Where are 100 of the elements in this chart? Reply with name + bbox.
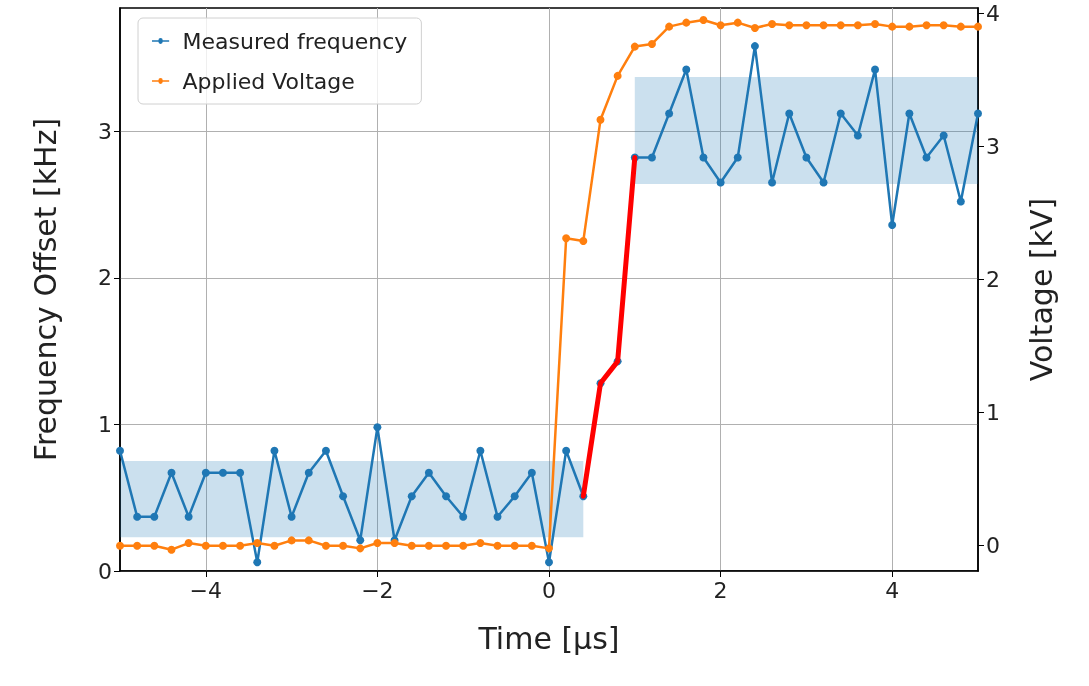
point: [974, 109, 982, 118]
point: [459, 512, 468, 521]
point: [236, 468, 245, 477]
point: [613, 71, 622, 80]
point: [287, 512, 296, 521]
point: [321, 541, 330, 550]
point: [321, 446, 330, 455]
point: [819, 178, 828, 187]
y2-tick-label: 3: [986, 133, 1000, 159]
point: [956, 197, 965, 206]
point: [442, 541, 451, 550]
point: [510, 541, 519, 550]
point: [768, 19, 777, 28]
point: [974, 22, 982, 31]
point: [939, 131, 948, 140]
point: [133, 541, 142, 550]
point: [871, 19, 880, 28]
point: [270, 541, 279, 550]
point: [424, 468, 433, 477]
point: [236, 541, 245, 550]
point: [545, 558, 553, 567]
y2-tick-label: 4: [986, 0, 1000, 26]
point: [888, 220, 897, 229]
point: [888, 22, 897, 31]
point: [184, 539, 193, 548]
point: [922, 153, 931, 162]
point: [201, 468, 210, 477]
point: [630, 42, 639, 51]
point: [733, 153, 742, 162]
legend-label: Applied Voltage: [182, 68, 355, 94]
point: [270, 446, 279, 455]
point: [476, 446, 485, 455]
point: [218, 541, 227, 550]
point: [836, 21, 845, 30]
point: [733, 18, 742, 27]
point: [785, 109, 794, 118]
point: [304, 468, 313, 477]
point: [304, 536, 313, 545]
x-tick-label: −2: [361, 577, 394, 603]
y-tick-label: 1: [98, 411, 112, 437]
point: [785, 21, 794, 30]
x-tick-label: 2: [713, 577, 728, 603]
point: [201, 541, 210, 550]
point: [716, 178, 725, 187]
point: [871, 65, 880, 74]
point: [939, 21, 948, 30]
y2-axis-title: Voltage [kV]: [1023, 197, 1059, 382]
point: [750, 23, 759, 32]
point: [339, 541, 348, 550]
y2-tick-label: 2: [986, 267, 1000, 293]
point: [493, 512, 502, 521]
point: [184, 512, 193, 521]
x-tick-label: 4: [885, 577, 900, 603]
point: [853, 131, 862, 140]
point: [442, 492, 451, 501]
y2-tick-label: 0: [986, 533, 1000, 559]
point: [750, 42, 759, 51]
point: [802, 21, 811, 30]
y-tick-label: 2: [98, 265, 112, 291]
point: [373, 423, 382, 432]
point: [527, 468, 536, 477]
point: [562, 234, 571, 243]
point: [647, 153, 656, 162]
point: [356, 544, 365, 553]
point: [459, 541, 468, 550]
point: [218, 468, 227, 477]
point: [167, 468, 176, 477]
point: [665, 22, 674, 31]
point: [647, 39, 656, 48]
y-axis-title: Frequency Offset [kHz]: [27, 117, 63, 462]
point: [407, 492, 416, 501]
point: [699, 153, 708, 162]
point: [116, 446, 124, 455]
point: [493, 541, 502, 550]
point: [922, 21, 931, 30]
point: [956, 22, 965, 31]
point: [682, 65, 691, 74]
point: [802, 153, 811, 162]
point: [699, 15, 708, 24]
point: [905, 109, 914, 118]
point: [116, 541, 124, 550]
y-tick-label: 3: [98, 118, 112, 144]
point: [905, 22, 914, 31]
point: [253, 558, 262, 567]
point: [562, 446, 571, 455]
point: [476, 539, 485, 548]
point: [665, 109, 674, 118]
point: [596, 115, 605, 124]
point: [510, 492, 519, 501]
point: [373, 539, 382, 548]
legend-label: Measured frequency: [182, 28, 408, 54]
point: [682, 18, 691, 27]
point: [819, 21, 828, 30]
y2-tick-label: 1: [986, 400, 1000, 426]
point: [716, 21, 725, 30]
point: [545, 544, 553, 553]
point: [527, 541, 536, 550]
y-tick-label: 0: [98, 558, 112, 584]
point: [167, 545, 176, 554]
x-tick-label: −4: [189, 577, 223, 603]
